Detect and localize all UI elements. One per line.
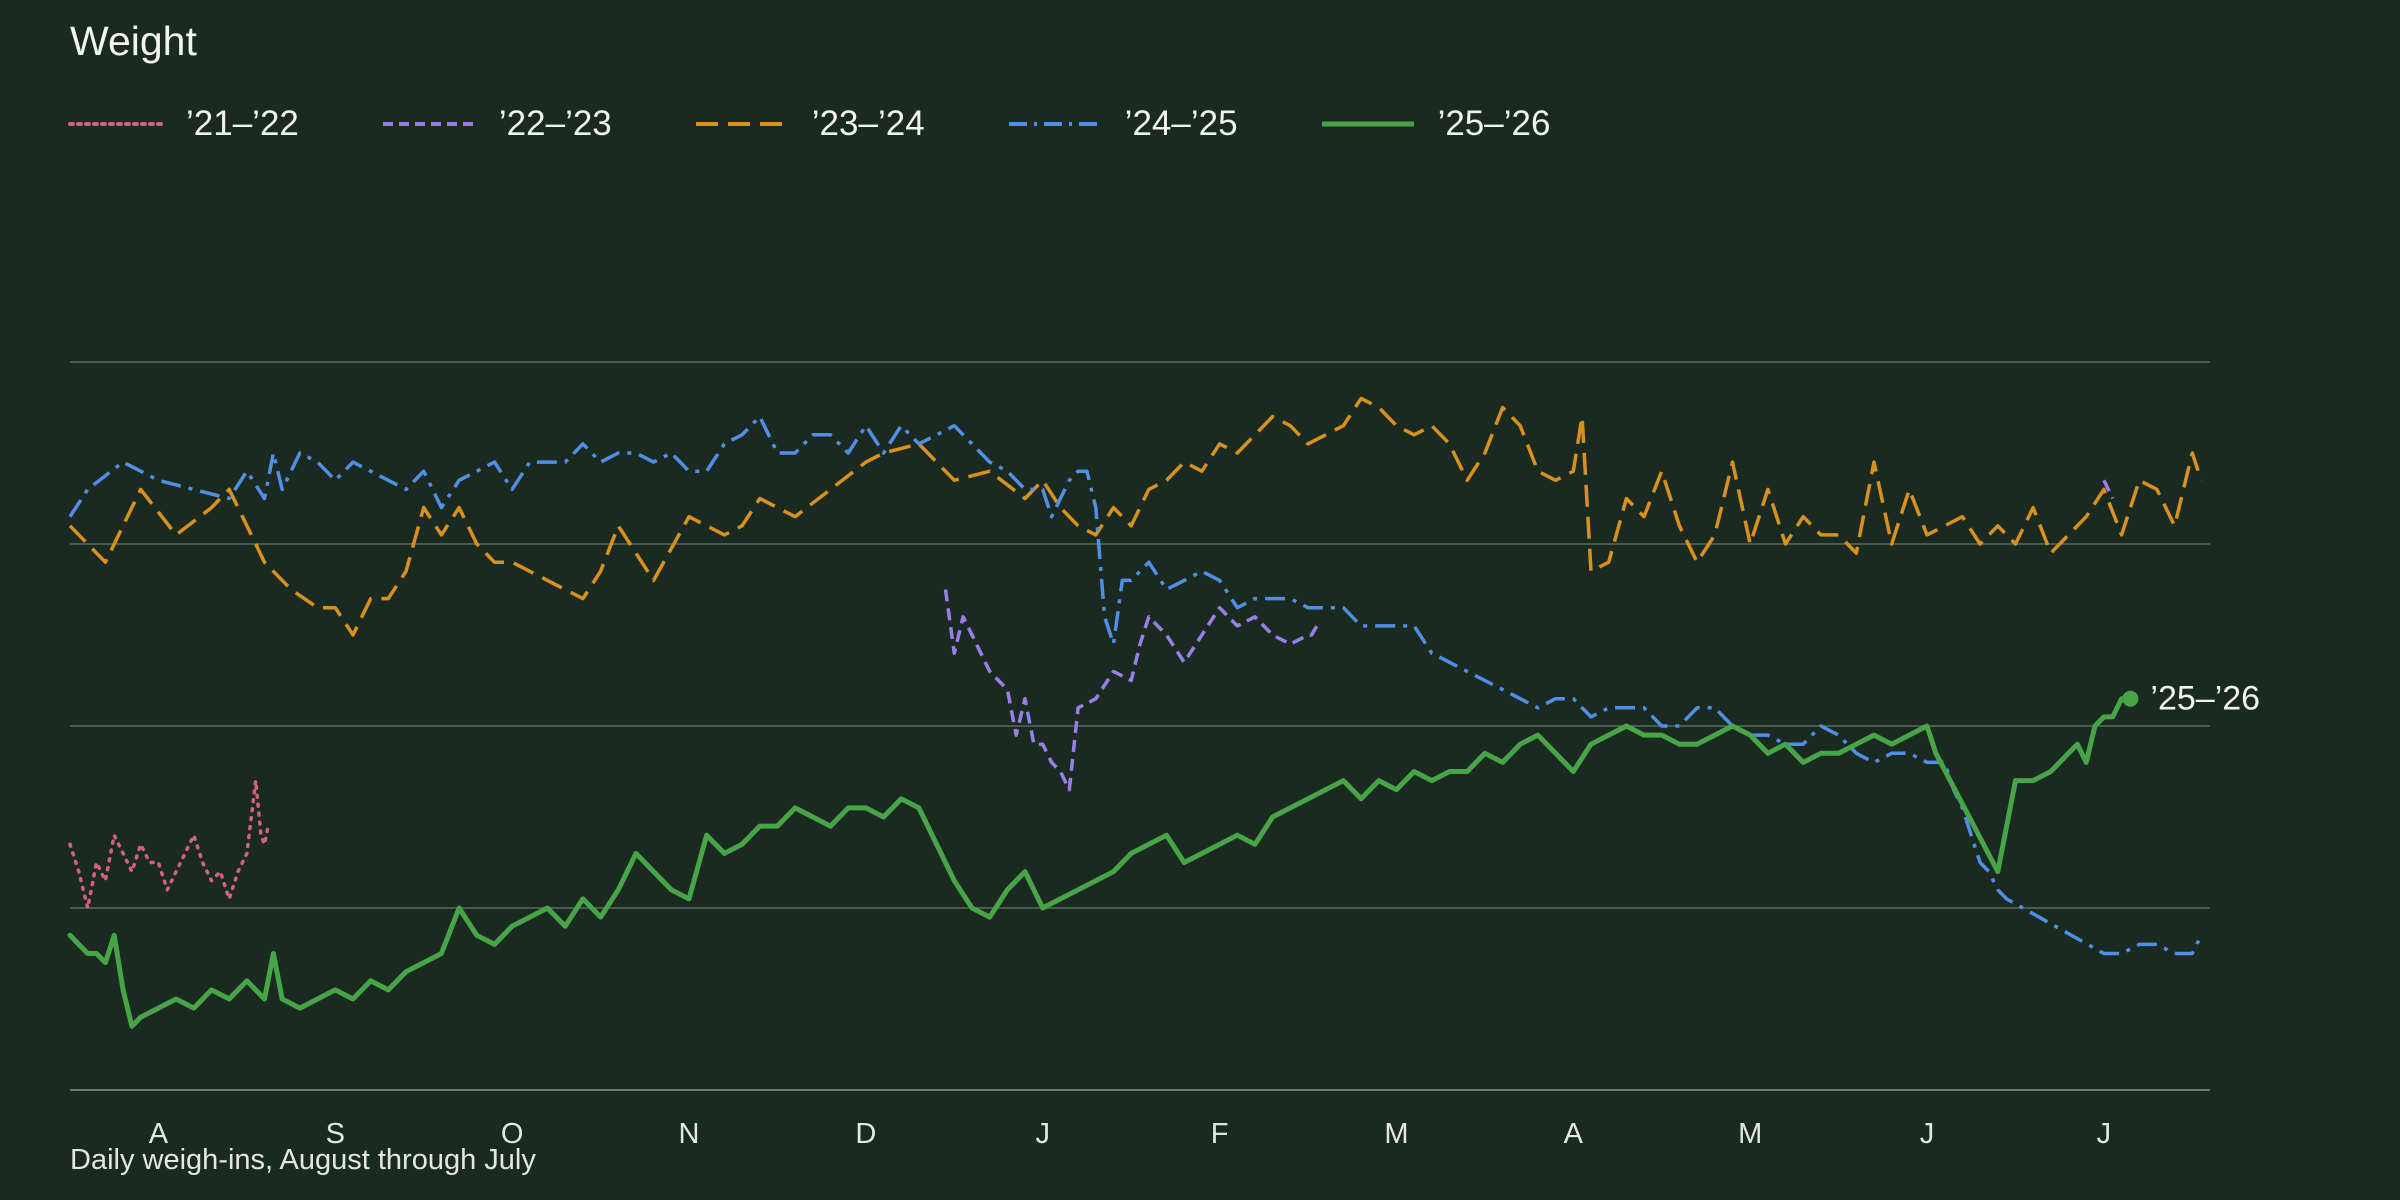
legend-item-21-22: ’21–’22	[68, 104, 299, 144]
series-line-3	[68, 414, 2203, 956]
chart-caption: Daily weigh-ins, August through July	[70, 1144, 536, 1176]
gridlines	[70, 361, 2210, 1091]
series-lines	[67, 396, 2203, 1029]
legend-swatch-23-24	[695, 122, 788, 126]
series-line-2	[68, 396, 2203, 637]
legend-swatch-25-26	[1321, 121, 1414, 127]
legend-label-21-22: ’21–’22	[186, 104, 299, 143]
chart-title: Weight	[70, 18, 197, 64]
legend-label-22-23: ’22–’23	[498, 104, 612, 143]
x-tick-label: N	[679, 1118, 700, 1150]
legend-item-24-25: ’24–’25	[1007, 104, 1238, 144]
x-tick-label: A	[1564, 1118, 1584, 1150]
x-tick-label: D	[855, 1118, 876, 1150]
legend-item-23-24: ’23–’24	[694, 104, 925, 144]
legend-label-24-25: ’24–’25	[1124, 104, 1238, 143]
end-point-marker	[2122, 690, 2139, 707]
legend-swatch-24-25	[1008, 122, 1101, 126]
legend-item-22-23: ’22–’23	[381, 104, 612, 144]
legend: ’21–’22 ’22–’23 ’23–’24 ’24–’25 ’25–’26	[68, 100, 1632, 148]
legend-swatch-21-22	[68, 122, 164, 126]
x-tick-label: M	[1384, 1118, 1408, 1150]
legend-label-23-24: ’23–’24	[811, 104, 925, 143]
series-line-0	[68, 778, 270, 910]
legend-label-25-26: ’25–’26	[1437, 104, 1551, 143]
x-tick-label: J	[1035, 1118, 1050, 1150]
series-line-1	[943, 589, 1319, 792]
series-line-1	[2102, 479, 2115, 500]
x-tick-label: M	[1738, 1118, 1762, 1150]
end-label: ’25–’26	[2150, 680, 2260, 718]
x-tick-label: F	[1211, 1118, 1229, 1150]
x-tick-label: A	[149, 1118, 169, 1150]
series-line-4	[67, 696, 2133, 1029]
x-tick-label: J	[1920, 1118, 1935, 1150]
end-label-group: ’25–’26	[2122, 680, 2260, 718]
legend-item-25-26: ’25–’26	[1320, 104, 1551, 144]
x-tick-label: S	[326, 1118, 345, 1150]
x-tick-label: J	[2097, 1118, 2112, 1150]
x-tick-label: O	[501, 1118, 524, 1150]
